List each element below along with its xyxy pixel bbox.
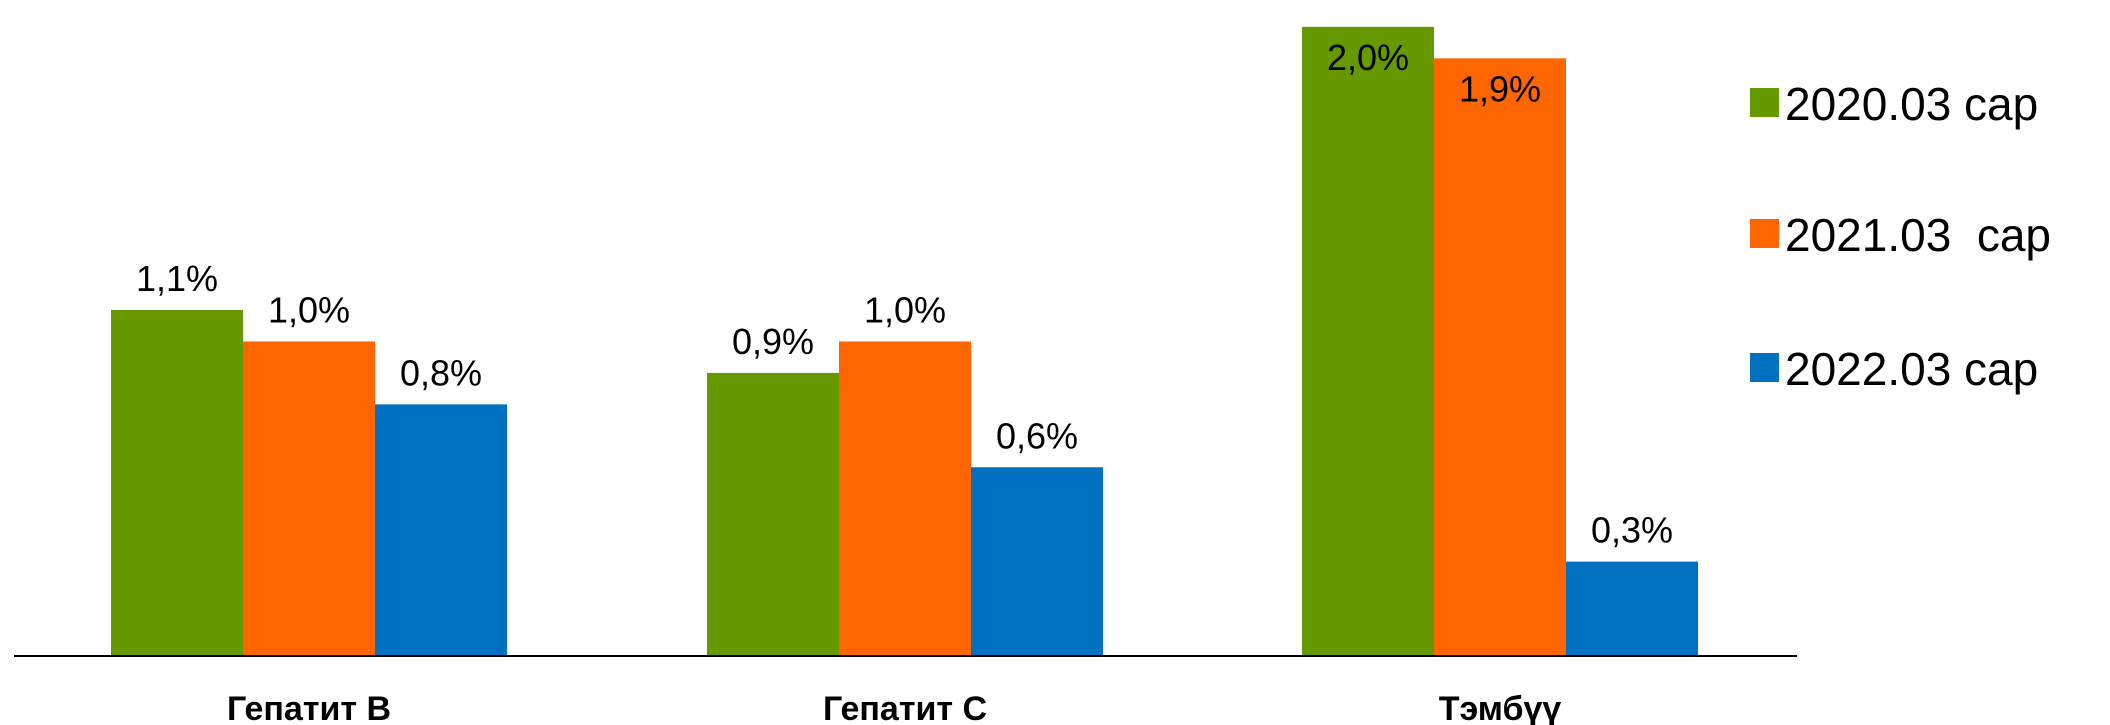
legend-label: 2021.03 сар (1785, 209, 2051, 261)
data-label: 1,1% (136, 258, 218, 299)
bar-3-3 (1566, 561, 1698, 656)
category-label: Тэмбүү (1439, 690, 1562, 725)
data-labels-group: 1,1% 1,0% 0,8% 0,9% 1,0% 0,6% 2,0% 1,9% 0,3% (136, 37, 1673, 551)
bar-2-1 (707, 372, 839, 656)
bar-2-3 (971, 467, 1103, 656)
bar-1-3 (375, 404, 507, 656)
bar-3-2 (1434, 58, 1566, 657)
data-label: 0,6% (996, 415, 1078, 456)
category-label: Гепатит В (227, 690, 391, 725)
legend-swatch (1750, 88, 1779, 117)
data-label: 1,0% (268, 289, 350, 330)
category-label: Гепатит С (823, 690, 987, 725)
legend-swatch (1750, 353, 1779, 382)
data-label: 2,0% (1327, 37, 1409, 78)
bar-1-1 (111, 309, 243, 656)
bar-1-2 (243, 341, 375, 656)
data-label: 0,8% (400, 352, 482, 393)
legend: 2020.03 сар 2021.03 сар 2022.03 сар (1750, 78, 2051, 395)
data-label: 0,3% (1591, 510, 1673, 551)
category-labels-group: Гепатит В Гепатит С Тэмбүү (227, 690, 1561, 725)
data-label: 1,9% (1459, 68, 1541, 109)
bar-3-1 (1302, 26, 1434, 657)
data-label: 0,9% (732, 321, 814, 362)
legend-label: 2020.03 сар (1785, 78, 2038, 130)
legend-swatch (1750, 219, 1779, 248)
legend-label: 2022.03 сар (1785, 343, 2038, 395)
data-label: 1,0% (864, 289, 946, 330)
bars-group (111, 26, 1698, 657)
bar-2-2 (839, 341, 971, 656)
